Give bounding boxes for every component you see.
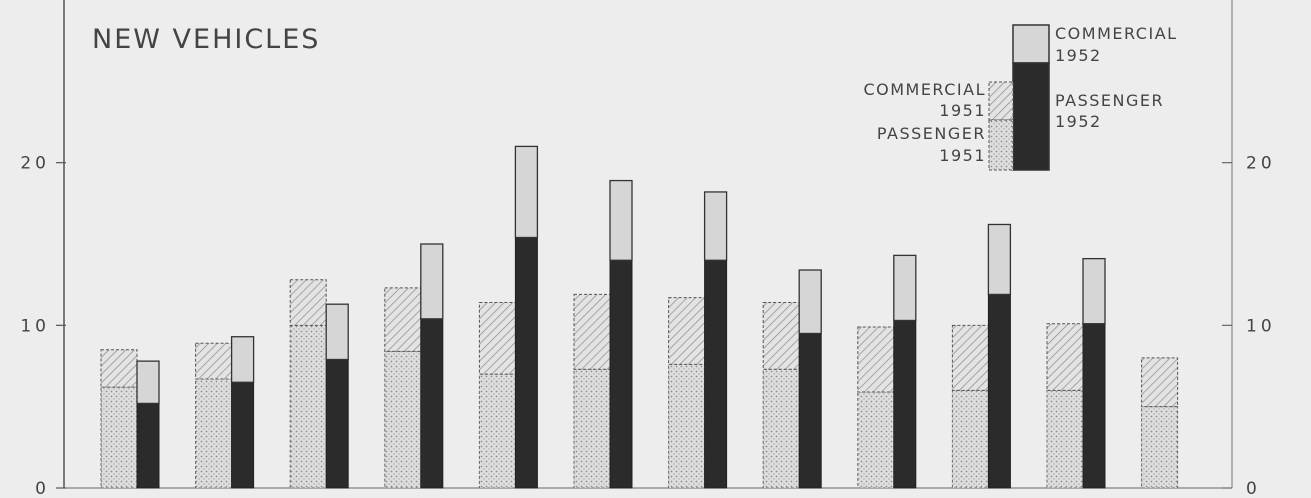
right-tick-label: 10 <box>1246 316 1276 336</box>
left-tick-label: 0 <box>35 479 50 498</box>
legend-swatch-commercial-1951 <box>988 81 1014 121</box>
bar-commercial-1951 <box>1141 357 1179 408</box>
bar-passenger-1951 <box>1046 389 1084 489</box>
bar-passenger-1951 <box>289 324 327 489</box>
bar-commercial-1951 <box>384 287 422 352</box>
bar-passenger-1952 <box>1082 323 1106 489</box>
bar-commercial-1951 <box>478 302 516 375</box>
bar-passenger-1951 <box>384 350 422 489</box>
bar-commercial-1952 <box>893 254 917 322</box>
bar-passenger-1951 <box>1141 406 1179 489</box>
bar-commercial-1951 <box>100 349 138 388</box>
bar-passenger-1952 <box>325 358 349 489</box>
bar-passenger-1952 <box>231 381 255 489</box>
legend-label-commercial-1951: COMMERCIAL <box>863 80 986 99</box>
legend-label-passenger-1952-year: 1952 <box>1055 112 1102 131</box>
legend-swatch-passenger-1951 <box>988 119 1014 171</box>
bar-commercial-1952 <box>136 360 160 405</box>
left-tick-label: 10 <box>20 316 50 336</box>
bar-commercial-1952 <box>987 223 1012 296</box>
bar-commercial-1952 <box>703 191 728 261</box>
bar-passenger-1952 <box>514 236 538 489</box>
bar-commercial-1951 <box>762 302 800 370</box>
bar-commercial-1952 <box>325 303 349 361</box>
bar-passenger-1952 <box>798 332 822 489</box>
bar-passenger-1952 <box>704 259 728 489</box>
bar-commercial-1952 <box>230 336 255 383</box>
bar-commercial-1952 <box>798 269 822 335</box>
bar-commercial-1952 <box>514 145 539 239</box>
left-tick-label: 20 <box>20 154 50 174</box>
legend: COMMERCIAL 1952 PASSENGER 1952 COMMERCIA… <box>863 24 1178 171</box>
bar-passenger-1951 <box>857 391 895 489</box>
bars <box>100 145 1179 489</box>
legend-swatch-passenger-1952 <box>1012 62 1050 171</box>
right-tick-label: 20 <box>1246 154 1276 174</box>
chart-title: NEW VEHICLES <box>92 24 320 55</box>
bar-passenger-1951 <box>762 368 800 489</box>
bar-commercial-1952 <box>420 243 444 320</box>
bar-commercial-1952 <box>609 179 633 261</box>
bar-passenger-1951 <box>668 363 706 489</box>
right-tick-label: 0 <box>1246 479 1261 498</box>
bar-passenger-1951 <box>573 368 611 489</box>
bar-commercial-1952 <box>1082 257 1106 325</box>
legend-label-passenger-1951-year: 1951 <box>939 146 986 165</box>
legend-label-passenger-1952: PASSENGER <box>1055 91 1164 110</box>
y-axis-ticks: 0 0 10 10 20 20 <box>20 154 1276 498</box>
bar-commercial-1951 <box>668 297 706 365</box>
bar-commercial-1951 <box>951 324 989 391</box>
legend-label-commercial-1951-year: 1951 <box>939 101 986 120</box>
bar-passenger-1951 <box>478 373 516 489</box>
bar-commercial-1951 <box>573 293 611 370</box>
bar-passenger-1952 <box>893 319 917 489</box>
bar-passenger-1952 <box>136 402 160 489</box>
bar-passenger-1952 <box>609 259 633 489</box>
legend-label-commercial-1952: COMMERCIAL <box>1055 24 1178 43</box>
bar-passenger-1952 <box>420 318 444 489</box>
bar-commercial-1951 <box>289 279 327 326</box>
bar-passenger-1951 <box>195 378 233 489</box>
bar-commercial-1951 <box>195 342 233 380</box>
legend-label-passenger-1951: PASSENGER <box>877 124 986 143</box>
bar-commercial-1951 <box>857 326 895 393</box>
legend-label-commercial-1952-year: 1952 <box>1055 46 1102 65</box>
bar-commercial-1951 <box>1046 323 1084 391</box>
bar-passenger-1952 <box>987 293 1011 489</box>
bar-passenger-1951 <box>100 386 138 489</box>
legend-swatch-commercial-1952 <box>1012 24 1050 64</box>
bar-passenger-1951 <box>951 389 989 489</box>
